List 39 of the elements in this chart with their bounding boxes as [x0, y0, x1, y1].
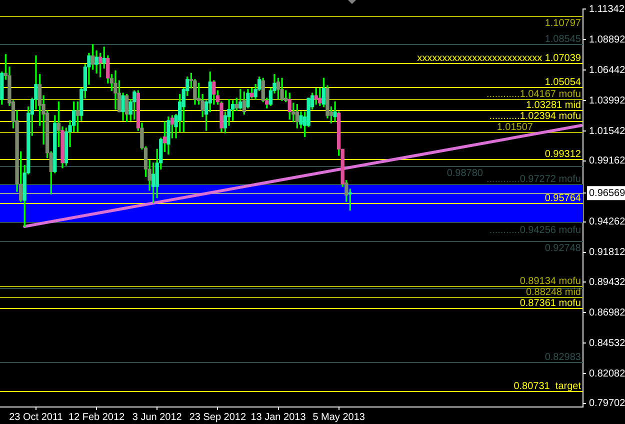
x-tick-label: 12 Feb 2012 [68, 412, 126, 423]
ref-line-label: 0.89134 mofu [520, 276, 581, 287]
y-tick-label: 0.99162 [589, 156, 625, 167]
ref-line-label: 0.95764 [544, 193, 582, 204]
y-tick-label: 1.11342 [589, 4, 625, 15]
ref-line-label: 1.01507 [496, 122, 534, 133]
x-tick-label: 3 Jun 2012 [132, 412, 182, 423]
y-tick-label: 1.06442 [589, 64, 625, 76]
ref-line-label: ............0.97272 mofu [486, 174, 581, 185]
ref-line-label: ...........0.94256 mofu [489, 225, 581, 236]
ref-line-label: ...........1.02394 mofu [489, 111, 581, 122]
ref-line-label: 0.99312 [544, 149, 582, 160]
y-tick-label: 0.84532 [589, 338, 625, 349]
ref-line-label: 0.87361 mofu [520, 298, 581, 309]
y-tick-label: 0.96569 [589, 188, 625, 199]
y-tick-label: 0.82082 [589, 368, 625, 380]
y-tick-label: 0.79702 [589, 398, 625, 410]
y-tick-label: 1.03992 [589, 95, 625, 106]
y-tick-label: 0.86982 [589, 307, 625, 318]
ref-line-label: 0.82983 [544, 352, 582, 363]
ref-line-label: 1.03281 mid [526, 100, 581, 111]
x-tick-label: 13 Jan 2013 [250, 412, 306, 423]
y-tick-label: 1.01542 [589, 126, 625, 137]
ref-line-label: 0.98780 [446, 168, 484, 179]
y-tick-label: 0.94262 [589, 216, 625, 228]
y-tick-label: 1.08892 [589, 34, 625, 46]
ref-line-label: ............1.04167 mofu [486, 89, 581, 100]
ref-line-label: xxxxxxxxxxxxxxxxxxxxxxxxx 1.07039 [417, 53, 582, 64]
ref-line-label: 1.10797 [544, 18, 582, 29]
x-tick-label: 23 Sep 2012 [189, 412, 246, 423]
x-tick-label: 23 Oct 2011 [9, 412, 64, 423]
ref-line-label: 0.92748 [544, 243, 582, 254]
x-tick-label: 5 May 2013 [312, 412, 366, 423]
ref-line-label: 1.08545 [544, 34, 582, 45]
y-tick-label: 0.91812 [589, 247, 625, 258]
ref-line-label: 1.05054 [544, 77, 582, 88]
ref-line-label: 0.88248 mid [526, 287, 581, 298]
ref-line-label: 0.80731 target [514, 381, 582, 392]
y-tick-label: 0.89432 [589, 276, 625, 288]
